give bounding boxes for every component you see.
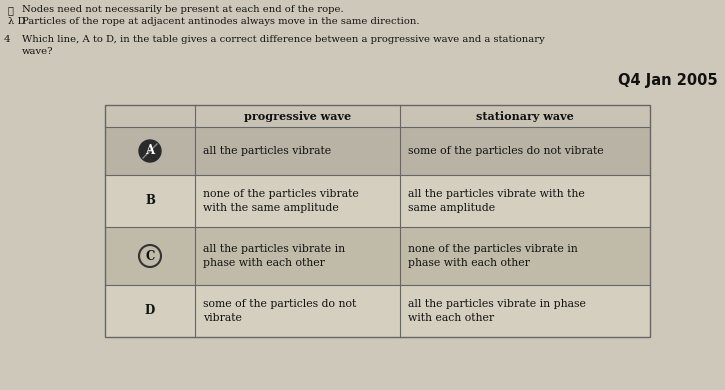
Bar xyxy=(105,285,650,337)
Text: none of the particles vibrate
with the same amplitude: none of the particles vibrate with the s… xyxy=(203,189,359,213)
Bar xyxy=(105,127,650,175)
Text: all the particles vibrate in phase
with each other: all the particles vibrate in phase with … xyxy=(408,299,586,323)
Text: Nodes need not necessarily be present at each end of the rope.: Nodes need not necessarily be present at… xyxy=(22,5,344,14)
Bar xyxy=(105,175,650,227)
Text: Particles of the rope at adjacent antinodes always move in the same direction.: Particles of the rope at adjacent antino… xyxy=(22,17,420,26)
Text: stationary wave: stationary wave xyxy=(476,110,574,122)
Text: all the particles vibrate with the
same amplitude: all the particles vibrate with the same … xyxy=(408,189,585,213)
Text: 4: 4 xyxy=(4,35,11,44)
Text: progressive wave: progressive wave xyxy=(244,110,351,122)
Circle shape xyxy=(139,140,161,162)
Bar xyxy=(105,105,650,127)
Bar xyxy=(105,105,650,337)
Text: A: A xyxy=(146,145,154,158)
Text: all the particles vibrate in
phase with each other: all the particles vibrate in phase with … xyxy=(203,244,345,268)
Text: none of the particles vibrate in
phase with each other: none of the particles vibrate in phase w… xyxy=(408,244,578,268)
Text: B: B xyxy=(145,195,155,207)
Text: D: D xyxy=(145,305,155,317)
Text: all the particles vibrate: all the particles vibrate xyxy=(203,146,331,156)
Text: Which line, A to D, in the table gives a correct difference between a progressiv: Which line, A to D, in the table gives a… xyxy=(22,35,544,44)
Text: some of the particles do not
vibrate: some of the particles do not vibrate xyxy=(203,299,356,323)
Text: some of the particles do not vibrate: some of the particles do not vibrate xyxy=(408,146,604,156)
Bar xyxy=(105,227,650,285)
Text: C: C xyxy=(145,250,154,262)
Text: λ D: λ D xyxy=(8,17,25,26)
Text: Q4 Jan 2005: Q4 Jan 2005 xyxy=(618,73,718,88)
Text: Ⓒ: Ⓒ xyxy=(8,5,14,15)
Text: wave?: wave? xyxy=(22,47,54,56)
